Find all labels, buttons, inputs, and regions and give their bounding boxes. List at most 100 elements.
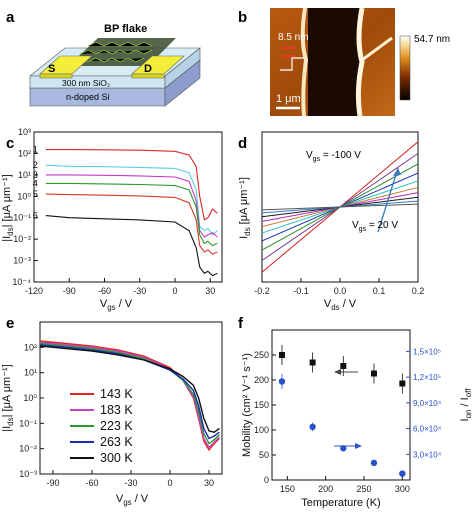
y-tick-label-c: 10⁻⁴: [12, 277, 31, 287]
y-tick-label-f-right: 6,0×10⁴: [413, 425, 442, 434]
legend-label-e: 223 K: [100, 419, 133, 433]
x-tick-label-c: -30: [133, 286, 146, 296]
curve-label-c: 5: [33, 189, 38, 199]
x-axis-label-f: Temperature (K): [301, 497, 380, 509]
colorbar: [399, 35, 411, 101]
height-profile: [280, 57, 304, 71]
curve-label-c: 3: [33, 170, 38, 180]
x-tick-label-f: 200: [318, 484, 333, 494]
curve-c-3: [45, 174, 218, 238]
panel-label-c: c: [6, 135, 14, 152]
x-axis-label-c: Vgs / V: [100, 298, 133, 312]
curves-c: [45, 149, 218, 277]
y-tick-label-c: 10⁻³: [13, 256, 31, 266]
y-tick-label-f-right: 1,5×10⁵: [413, 347, 441, 356]
mobility-point: [370, 370, 377, 377]
ratio-point: [340, 445, 347, 452]
x-tick-label-c: -120: [25, 286, 43, 296]
plot-frame-f: [271, 329, 411, 481]
y-tick-label-f-left: 0: [264, 475, 269, 485]
y-tick-label-e: 10⁰: [23, 393, 37, 403]
y-tick-label-c: 10²: [18, 148, 31, 158]
curve-e: [39, 342, 220, 445]
panel-label-d: d: [238, 135, 247, 152]
y-axis-label-d: Ids [μA μm⁻¹]: [238, 177, 252, 239]
points-f: [278, 345, 406, 477]
afm-flake-branch: [361, 36, 393, 62]
curve-label-c: 2: [33, 160, 38, 170]
vgs-arrow-head: [393, 168, 401, 176]
curve-label-c: 1: [33, 145, 38, 155]
curve-c-2: [45, 164, 218, 236]
x-tick-label-e: -30: [124, 478, 137, 488]
x-tick-label-c: -60: [98, 286, 111, 296]
annotation-vgs-bottom: Vgs = 20 V: [352, 220, 398, 233]
curve-label-c: 4: [33, 178, 38, 188]
scale-label: 1 μm: [276, 93, 301, 105]
y-tick-label-f-left: 200: [254, 375, 269, 385]
y-tick-label-f-left: 100: [254, 425, 269, 435]
ratio-point: [309, 423, 316, 431]
source-contact-front: [39, 73, 73, 79]
x-tick-label-f: 250: [356, 484, 371, 494]
plot-frame-c: [33, 131, 223, 283]
height-label: 8.5 nm: [278, 32, 309, 43]
curve-e: [39, 344, 220, 440]
x-tick-label-f: 300: [395, 484, 410, 494]
x-tick-label-d: -0.2: [254, 286, 270, 296]
mobility-axis-arrow-head: [334, 369, 341, 375]
panel-c: c -120 -90 -60 -30 0 30 10⁻⁴ 10⁻³ 10⁻² 10⁻¹ 10⁰ 10¹…: [1, 127, 223, 312]
panel-e: e -90 -60 -30 0 30 10⁻³ 10⁻² 10⁻¹ 10⁰ 10¹ 10² 143 …: [1, 315, 223, 507]
curve-label-c: 6: [33, 211, 38, 221]
afm-channel: [308, 8, 360, 116]
y-tick-label-e: 10¹: [24, 368, 37, 378]
legend-e: 143 K 183 K 223 K 263 K 300 K: [70, 387, 133, 465]
y-axis-label-e: |Ids| [μA μm⁻¹]: [1, 364, 15, 432]
curve-c-4: [45, 182, 218, 247]
x-tick-label-d: 0.1: [373, 286, 386, 296]
panel-label-e: e: [6, 315, 14, 332]
y-tick-label-e: 10⁻¹: [19, 418, 37, 428]
x-tick-label-d: -0.1: [293, 286, 309, 296]
y-tick-label-f-right: 9,0×10⁴: [413, 399, 442, 408]
oxide-label: 300 nm SiO₂: [62, 78, 110, 88]
x-tick-label-d: 0.2: [412, 286, 425, 296]
y-tick-label-c: 10¹: [18, 170, 31, 180]
x-tick-label-e: -90: [46, 478, 59, 488]
annotation-vgs-top: Vgs = -100 V: [306, 150, 361, 163]
y-axis-label-c: |Ids| [μA μm⁻¹]: [1, 174, 15, 242]
x-tick-label-c: 0: [172, 286, 177, 296]
y-axis-label-f-left: Mobility (cm² V⁻¹ s⁻¹): [241, 353, 253, 457]
drain-label: D: [144, 63, 152, 75]
source-label: S: [48, 63, 55, 75]
x-tick-label-c: 30: [205, 286, 215, 296]
mobility-point: [278, 352, 285, 358]
y-tick-label-f-left: 250: [254, 350, 269, 360]
panel-f: f 150 200 250 300 0 50 100 150 200 250 3,0×10⁴ 6,0×…: [238, 315, 473, 509]
afm-edge-left: [300, 7, 309, 117]
legend-label-e: 263 K: [100, 435, 133, 449]
legend-label-e: 143 K: [100, 387, 133, 401]
vgs-arrow: [377, 167, 399, 233]
panel-a: a S D BP flake 300 nm SiO₂ n-doped Si: [6, 9, 201, 107]
mobility-point: [399, 380, 406, 387]
axis-ticks-c: -120 -90 -60 -30 0 30 10⁻⁴ 10⁻³ 10⁻² 10⁻¹ 10⁰ 10¹ 10…: [12, 127, 215, 296]
x-axis-label-e: Vgs / V: [116, 493, 149, 507]
x-tick-label-d: 0.0: [334, 286, 347, 296]
x-tick-label-e: -60: [85, 478, 98, 488]
y-tick-label-c: 10⁻¹: [13, 213, 31, 223]
flake-label: BP flake: [104, 23, 147, 35]
y-axis-label-f-right: Ion / Ioff: [459, 388, 473, 422]
mobility-point: [340, 363, 347, 369]
curve-c-5: [45, 193, 218, 255]
ratio-point: [399, 470, 406, 477]
drain-contact-front: [131, 73, 165, 79]
x-tick-label-c: -90: [63, 286, 76, 296]
panel-label-b: b: [238, 9, 247, 26]
y-tick-label-e: 10⁻³: [19, 469, 37, 479]
y-tick-label-e: 10⁻²: [19, 444, 37, 454]
axis-ticks-d: -0.2 -0.1 0.0 0.1 0.2: [254, 278, 424, 296]
ratio-point: [370, 459, 378, 467]
y-tick-label-f-left: 150: [254, 400, 269, 410]
